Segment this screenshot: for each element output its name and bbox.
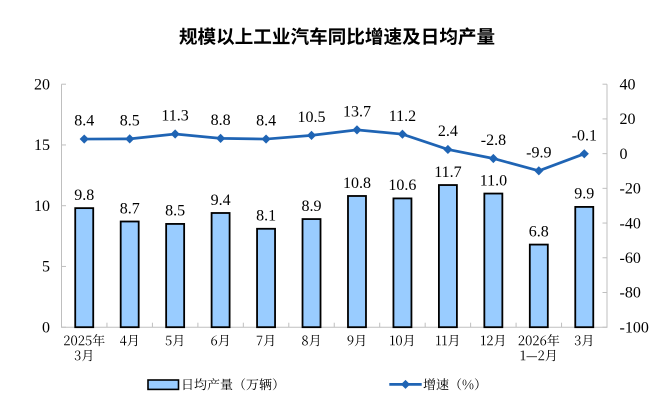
svg-text:8.4: 8.4 bbox=[74, 113, 94, 130]
svg-text:8.4: 8.4 bbox=[256, 113, 276, 130]
svg-text:13.7: 13.7 bbox=[343, 104, 371, 121]
svg-text:9.4: 9.4 bbox=[211, 192, 231, 209]
svg-text:8.8: 8.8 bbox=[211, 112, 231, 129]
svg-text:-9.9: -9.9 bbox=[526, 145, 551, 162]
svg-text:11.3: 11.3 bbox=[161, 108, 188, 125]
svg-text:9.9: 9.9 bbox=[574, 186, 594, 203]
svg-text:11.2: 11.2 bbox=[389, 108, 416, 125]
svg-text:20: 20 bbox=[620, 111, 636, 128]
svg-text:8.1: 8.1 bbox=[256, 208, 276, 225]
svg-text:10.5: 10.5 bbox=[298, 109, 326, 126]
svg-text:-2.8: -2.8 bbox=[481, 132, 506, 149]
svg-text:-20: -20 bbox=[620, 181, 641, 198]
svg-text:-60: -60 bbox=[620, 250, 641, 267]
svg-text:-0.1: -0.1 bbox=[572, 128, 597, 145]
svg-text:15: 15 bbox=[34, 137, 50, 154]
svg-text:9.8: 9.8 bbox=[74, 187, 94, 204]
svg-text:5: 5 bbox=[42, 259, 50, 276]
svg-text:10.6: 10.6 bbox=[388, 177, 416, 194]
svg-text:10.8: 10.8 bbox=[343, 175, 371, 192]
svg-text:2.4: 2.4 bbox=[438, 123, 458, 140]
svg-text:8.9: 8.9 bbox=[302, 198, 322, 215]
svg-text:11.0: 11.0 bbox=[480, 172, 507, 189]
svg-text:11.7: 11.7 bbox=[434, 164, 461, 181]
svg-text:0: 0 bbox=[42, 319, 50, 336]
svg-text:-100: -100 bbox=[620, 319, 649, 336]
svg-text:8.5: 8.5 bbox=[165, 203, 185, 220]
svg-text:20: 20 bbox=[34, 76, 50, 93]
svg-text:8.5: 8.5 bbox=[120, 113, 140, 130]
svg-text:0: 0 bbox=[620, 146, 628, 163]
svg-text:10: 10 bbox=[34, 198, 50, 215]
svg-text:-40: -40 bbox=[620, 215, 641, 232]
svg-text:-80: -80 bbox=[620, 285, 641, 302]
svg-text:8.7: 8.7 bbox=[120, 200, 140, 217]
svg-text:40: 40 bbox=[620, 76, 636, 93]
svg-text:6.8: 6.8 bbox=[529, 223, 549, 240]
